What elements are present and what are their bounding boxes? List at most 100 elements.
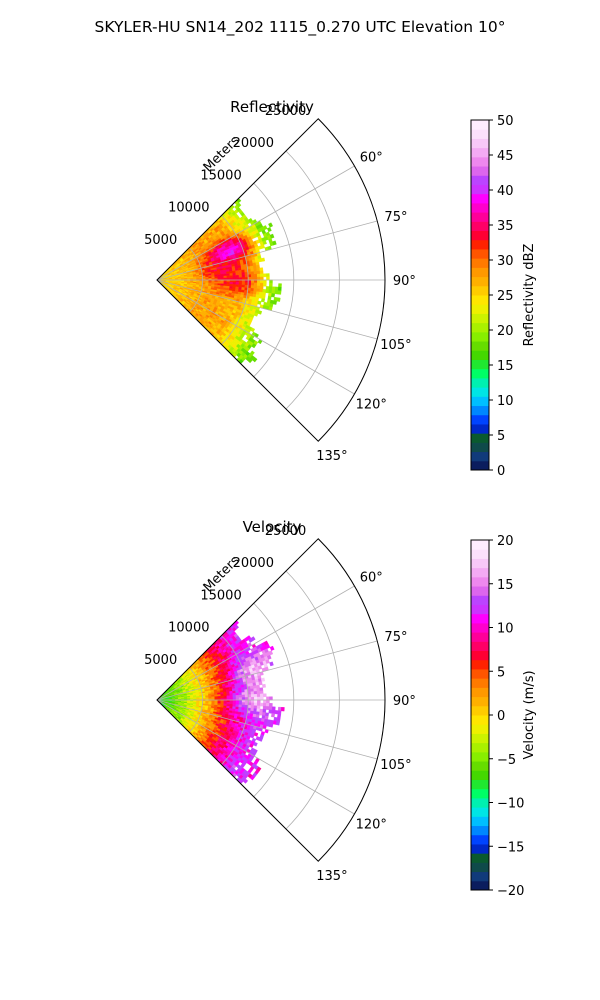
colorbar-tick-label: −5 bbox=[497, 753, 516, 768]
radar-cell bbox=[259, 702, 264, 707]
radar-cell bbox=[232, 275, 237, 278]
radar-cell bbox=[247, 697, 252, 701]
radar-cell bbox=[238, 692, 243, 696]
colorbar-swatch bbox=[471, 295, 489, 305]
radar-cell bbox=[271, 286, 276, 291]
colorbar-swatch bbox=[471, 586, 489, 596]
radar-cell bbox=[253, 282, 258, 287]
radar-cell bbox=[253, 271, 258, 275]
radar-cell bbox=[259, 288, 264, 293]
colorbar-swatch bbox=[471, 843, 489, 854]
radar-cell bbox=[223, 695, 228, 699]
colorbar-swatch bbox=[471, 368, 489, 379]
radar-cell bbox=[235, 275, 240, 278]
colorbar-swatch bbox=[471, 622, 489, 633]
colorbar-swatch bbox=[471, 377, 489, 388]
radar-cell bbox=[229, 273, 234, 276]
radar-cell bbox=[232, 702, 237, 705]
radar-cell bbox=[260, 257, 266, 262]
radar-cell bbox=[229, 275, 234, 279]
radar-cell bbox=[256, 705, 261, 710]
azimuth-tick-label: 135° bbox=[316, 449, 347, 464]
radar-cell bbox=[214, 696, 218, 699]
radar-cell bbox=[253, 312, 259, 317]
radar-cell bbox=[269, 661, 274, 667]
colorbar-swatch bbox=[471, 761, 489, 771]
radar-cell bbox=[229, 693, 234, 696]
radar-cell bbox=[265, 286, 270, 291]
radar-cell bbox=[263, 702, 267, 707]
radar-cell bbox=[278, 283, 282, 288]
colorbar-swatch bbox=[471, 650, 489, 661]
colorbar-tick-label: 25 bbox=[497, 289, 514, 304]
colorbar-swatch bbox=[471, 715, 489, 725]
colorbar-swatch bbox=[471, 816, 489, 827]
radar-cell bbox=[238, 702, 243, 706]
radar-cell bbox=[260, 276, 264, 281]
radar-cell bbox=[253, 688, 258, 692]
colorbar-swatch bbox=[471, 678, 489, 688]
radar-cell bbox=[256, 684, 260, 689]
radar-cell bbox=[232, 272, 237, 276]
radar-cell bbox=[214, 276, 218, 279]
radar-cell bbox=[256, 285, 261, 290]
colorbar-swatch bbox=[471, 880, 489, 891]
colorbar-swatch bbox=[471, 322, 489, 333]
chart-title: Reflectivity bbox=[230, 98, 314, 116]
radar-cell bbox=[256, 702, 261, 707]
colorbar-tick-label: −20 bbox=[497, 884, 524, 899]
radar-cell bbox=[241, 702, 246, 706]
colorbar-tick-label: −15 bbox=[497, 840, 524, 855]
radar-cell bbox=[271, 289, 276, 294]
colorbar-tick-label: 10 bbox=[497, 622, 514, 637]
azimuth-tick-label: 120° bbox=[356, 398, 387, 413]
colorbar-swatch bbox=[471, 460, 489, 471]
radar-cell bbox=[256, 267, 261, 272]
colorbar-swatch bbox=[471, 705, 489, 716]
radar-cell bbox=[262, 709, 267, 713]
figure-title: SKYLER-HU SN14_202 1115_0.270 UTC Elevat… bbox=[95, 18, 506, 37]
radar-cell bbox=[266, 696, 270, 701]
azimuth-tick-label: 75° bbox=[384, 210, 407, 225]
radar-cell bbox=[241, 269, 246, 273]
radar-cell bbox=[253, 268, 258, 272]
colorbar-tick-label: −10 bbox=[497, 797, 524, 812]
radar-cell bbox=[268, 222, 273, 228]
radar-cell bbox=[250, 694, 255, 698]
radar-cell bbox=[268, 286, 273, 291]
colorbar-swatch bbox=[471, 558, 489, 569]
radar-cell bbox=[266, 276, 270, 281]
radar-cell bbox=[226, 695, 231, 699]
radar-cell bbox=[259, 273, 264, 278]
radar-cell bbox=[220, 275, 225, 279]
colorbar-swatch bbox=[471, 423, 489, 434]
radar-cell bbox=[271, 706, 276, 711]
radar-cell bbox=[259, 285, 264, 290]
colorbar-swatch bbox=[471, 129, 489, 139]
colorbar-swatch bbox=[471, 175, 489, 185]
radar-cell bbox=[241, 689, 246, 693]
radar-cell bbox=[260, 244, 266, 249]
radar-cell bbox=[277, 706, 282, 712]
radar-cell bbox=[256, 270, 261, 275]
colorbar-swatch bbox=[471, 724, 489, 734]
colorbar-swatch bbox=[471, 797, 489, 808]
radar-cell bbox=[266, 273, 270, 278]
radar-cell bbox=[276, 297, 281, 302]
radar-cell bbox=[269, 279, 273, 284]
radar-cell bbox=[269, 703, 273, 707]
radar-cell bbox=[272, 300, 277, 305]
colorbar-swatch bbox=[471, 853, 489, 863]
radar-cell bbox=[235, 695, 240, 698]
radar-cell bbox=[250, 285, 255, 289]
azimuth-tick-label: 120° bbox=[356, 818, 387, 833]
radar-cell bbox=[256, 273, 261, 278]
colorbar-tick-label: 5 bbox=[497, 429, 505, 444]
radar-cell bbox=[262, 683, 266, 688]
colorbar-swatch bbox=[471, 276, 489, 287]
colorbar-swatch bbox=[471, 304, 489, 314]
radar-cell bbox=[260, 696, 264, 701]
radar-cell bbox=[256, 282, 261, 287]
colorbar-swatch bbox=[471, 567, 489, 578]
azimuth-tick-label: 60° bbox=[360, 150, 383, 165]
